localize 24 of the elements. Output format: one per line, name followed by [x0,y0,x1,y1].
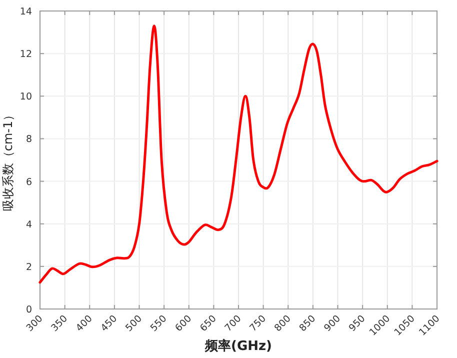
y-tick-label: 12 [20,49,32,60]
y-tick-label: 14 [20,6,32,18]
x-tick-label: 700 [223,313,244,334]
x-tick-label: 350 [49,313,70,334]
x-tick-label: 550 [148,313,170,334]
y-tick-label: 8 [26,134,32,146]
x-tick-label: 400 [74,313,95,334]
y-tick-label: 6 [26,176,32,188]
y-tick-label: 4 [26,219,32,230]
x-tick-label: 950 [347,313,368,334]
y-tick-label: 10 [20,92,32,103]
y-axis-title: 吸收系数（cm-1） [1,108,15,212]
x-tick-label: 850 [297,313,318,334]
x-tick-label: 650 [198,313,219,334]
x-tick-label: 900 [322,313,343,334]
x-tick-label: 300 [24,313,46,334]
x-tick-label: 450 [98,313,120,334]
x-tick-label: 600 [173,313,194,334]
x-tick-label: 750 [248,313,268,334]
x-axis-title: 频率(GHz) [204,338,272,354]
y-tick-label: 2 [26,262,32,273]
y-tick-label: 0 [26,304,32,316]
x-tick-label: 500 [124,313,144,334]
x-tick-label: 800 [272,313,294,334]
